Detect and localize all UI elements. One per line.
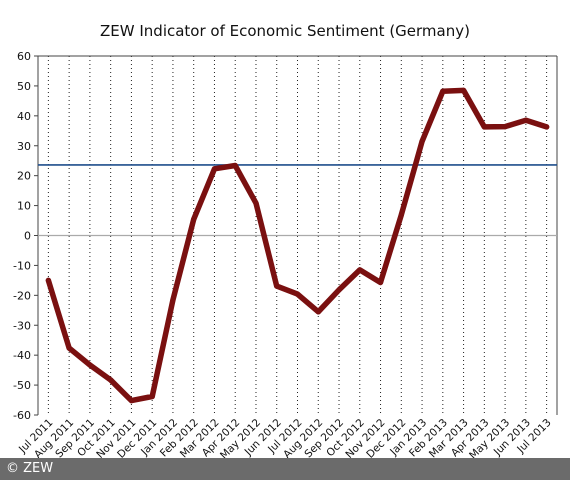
line-chart: 60 50 40 30 20 10 0 -10 -20 -30 -40 -50 -60 Jul 2011… <box>13 50 558 458</box>
chart-title: ZEW Indicator of Economic Sentiment (Ger… <box>100 22 470 40</box>
y-tick-label: 60 <box>17 50 31 63</box>
data-point <box>170 297 176 303</box>
data-point <box>377 279 384 286</box>
data-point <box>357 267 363 273</box>
y-tick-label: -50 <box>13 379 31 392</box>
data-point <box>66 345 72 351</box>
data-point <box>336 287 342 293</box>
data-point <box>502 124 508 130</box>
y-tick-label: -10 <box>13 259 31 272</box>
y-tick-label: -30 <box>13 319 31 332</box>
data-point <box>274 283 280 289</box>
y-tick-label: 10 <box>17 200 31 213</box>
y-tick-label: 20 <box>17 170 31 183</box>
y-tick-label: 40 <box>17 110 31 123</box>
series-layer <box>45 87 550 404</box>
y-tick-label: -60 <box>13 409 31 422</box>
y-tick-label: 50 <box>17 80 31 93</box>
y-tick-label: -40 <box>13 349 31 362</box>
y-tick-label: 30 <box>17 140 31 153</box>
data-point <box>191 216 197 222</box>
y-tick-label: -20 <box>13 289 31 302</box>
reference-lines <box>38 164 557 237</box>
data-point <box>45 277 51 283</box>
footer-bar: © ZEW <box>0 458 570 480</box>
data-point <box>211 166 218 172</box>
data-point <box>253 200 259 206</box>
data-point <box>544 124 550 130</box>
data-point <box>398 212 404 218</box>
data-point <box>315 309 321 315</box>
data-point <box>440 88 446 94</box>
y-tick-label: 0 <box>24 230 31 243</box>
data-point <box>523 117 529 123</box>
data-point <box>232 162 238 169</box>
data-point <box>294 291 301 297</box>
data-point <box>149 393 155 400</box>
data-point <box>460 87 467 94</box>
copyright-text: © ZEW <box>6 461 54 476</box>
data-point <box>108 377 114 383</box>
data-point <box>481 124 487 130</box>
y-axis: 60 50 40 30 20 10 0 -10 -20 -30 -40 -50 -60 <box>13 50 38 422</box>
data-point <box>419 138 425 144</box>
data-point <box>87 362 93 368</box>
data-point <box>128 398 135 404</box>
